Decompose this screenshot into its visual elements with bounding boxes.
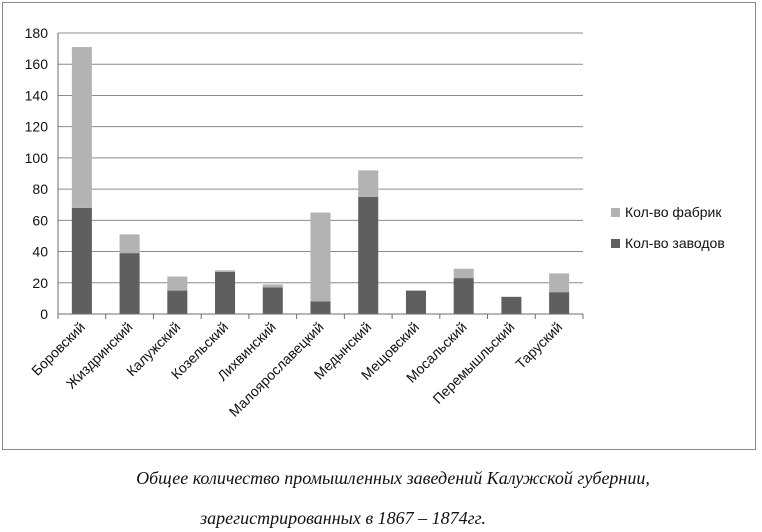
figure-caption-line-1: Общее количество промышленных заведений … bbox=[136, 468, 650, 488]
bar-zavody-6 bbox=[358, 196, 379, 314]
chart-frame: 0 20 40 60 80 100 120 140 160 180 Боровский Жиздрин… bbox=[2, 2, 756, 450]
legend-swatch bbox=[611, 208, 620, 217]
y-tick-label: 60 bbox=[32, 212, 48, 228]
y-tick-label: 40 bbox=[32, 244, 48, 260]
bar-zavody-2 bbox=[167, 290, 188, 314]
bar-fabriki-0 bbox=[71, 47, 92, 208]
bar-fabriki-3 bbox=[215, 270, 236, 272]
grid-layer bbox=[58, 32, 583, 315]
legend-swatch bbox=[611, 239, 620, 248]
legend: Кол-во фабрик Кол-во заводов bbox=[611, 204, 725, 251]
bar-zavody-9 bbox=[501, 296, 522, 314]
y-tick-label: 140 bbox=[25, 87, 49, 103]
bar-fabriki-8 bbox=[453, 268, 474, 279]
bar-zavody-10 bbox=[549, 292, 570, 314]
bar-zavody-5 bbox=[310, 301, 331, 314]
figure-caption-line-2: зарегистрированных в 1867 – 1874гг. bbox=[200, 508, 486, 528]
bar-fabriki-2 bbox=[167, 276, 188, 291]
bar-fabriki-10 bbox=[549, 273, 570, 293]
bars-layer bbox=[71, 47, 570, 314]
y-tick-label: 80 bbox=[32, 181, 48, 197]
x-tick-label: Таруский bbox=[512, 319, 565, 372]
legend-label: Кол-во заводов bbox=[625, 235, 725, 251]
bar-fabriki-1 bbox=[119, 234, 140, 254]
bar-fabriki-6 bbox=[358, 170, 379, 197]
bar-zavody-4 bbox=[262, 287, 283, 314]
bar-zavody-7 bbox=[405, 290, 426, 314]
bar-fabriki-5 bbox=[310, 212, 331, 302]
axis-layer: 020406080100120140160180БоровскийЖиздрин… bbox=[25, 25, 584, 420]
bar-zavody-3 bbox=[215, 271, 236, 314]
bar-fabriki-4 bbox=[262, 284, 283, 288]
bar-zavody-8 bbox=[453, 278, 474, 314]
y-tick-label: 100 bbox=[25, 150, 49, 166]
y-tick-label: 160 bbox=[25, 56, 49, 72]
bar-zavody-1 bbox=[119, 253, 140, 314]
bar-zavody-0 bbox=[71, 207, 92, 314]
chart-svg: 020406080100120140160180БоровскийЖиздрин… bbox=[25, 25, 725, 420]
legend-label: Кол-во фабрик bbox=[625, 204, 722, 220]
y-tick-label: 180 bbox=[25, 25, 49, 41]
y-tick-label: 120 bbox=[25, 119, 49, 135]
y-tick-label: 0 bbox=[40, 306, 48, 322]
y-tick-label: 20 bbox=[32, 275, 48, 291]
x-tick-label: Перемышльский bbox=[429, 319, 517, 407]
